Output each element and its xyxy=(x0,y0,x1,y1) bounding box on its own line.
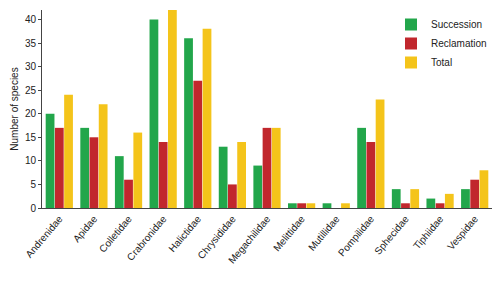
svg-text:Colletidae: Colletidae xyxy=(97,213,134,254)
svg-text:Vespidae: Vespidae xyxy=(445,213,480,252)
svg-text:Reclamation: Reclamation xyxy=(431,38,487,49)
svg-text:35: 35 xyxy=(25,38,37,49)
svg-text:Megachilidae: Megachilidae xyxy=(226,213,273,266)
svg-text:Tiphiidae: Tiphiidae xyxy=(411,213,446,251)
svg-text:Number of species: Number of species xyxy=(9,67,20,150)
svg-text:30: 30 xyxy=(25,61,37,72)
svg-text:Apidae: Apidae xyxy=(71,213,100,244)
svg-text:15: 15 xyxy=(25,132,37,143)
svg-text:5: 5 xyxy=(30,179,36,190)
svg-text:20: 20 xyxy=(25,108,37,119)
svg-text:Succession: Succession xyxy=(431,19,482,30)
svg-text:Sphecidae: Sphecidae xyxy=(372,213,411,257)
svg-text:0: 0 xyxy=(30,203,36,214)
svg-text:Chrysididae: Chrysididae xyxy=(195,213,238,261)
svg-text:Crabronidae: Crabronidae xyxy=(125,213,169,263)
svg-text:Andrenidae: Andrenidae xyxy=(23,213,65,260)
svg-text:40: 40 xyxy=(25,14,37,25)
svg-text:10: 10 xyxy=(25,155,37,166)
svg-text:Mutillidae: Mutillidae xyxy=(306,213,342,253)
svg-text:25: 25 xyxy=(25,85,37,96)
svg-text:Pompilidae: Pompilidae xyxy=(336,213,377,258)
svg-text:Melittidae: Melittidae xyxy=(271,213,307,253)
svg-text:Total: Total xyxy=(431,57,452,68)
svg-text:Halictidae: Halictidae xyxy=(166,213,203,254)
